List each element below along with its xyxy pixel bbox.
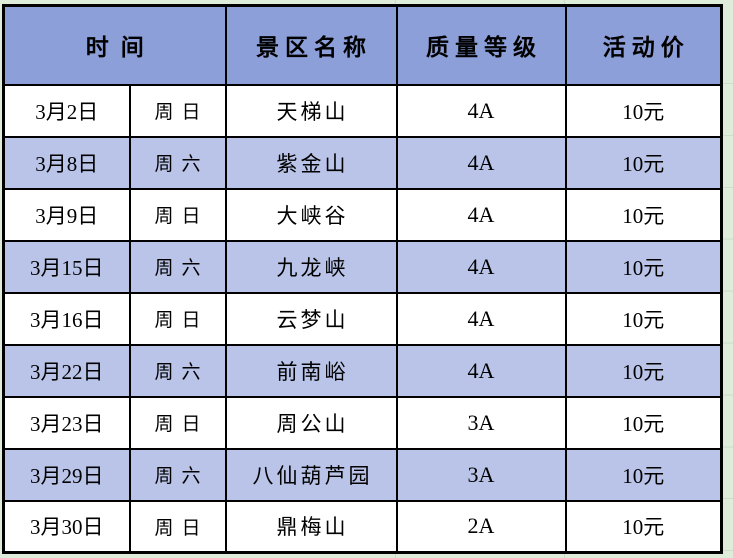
table-row: 3月16日 周日 云梦山 4A 10元 bbox=[2, 291, 723, 346]
grade-cell: 2A bbox=[395, 499, 567, 554]
header-time: 时间 bbox=[2, 4, 227, 86]
scenic-name-cell: 紫金山 bbox=[224, 135, 398, 190]
weekday-cell: 周六 bbox=[128, 343, 227, 398]
grade-cell: 3A bbox=[395, 395, 567, 450]
weekday-cell: 周日 bbox=[128, 395, 227, 450]
scenic-name-cell: 八仙葫芦园 bbox=[224, 447, 398, 502]
weekday-cell: 周六 bbox=[128, 239, 227, 294]
weekday-cell: 周日 bbox=[128, 291, 227, 346]
weekday-cell: 周日 bbox=[128, 187, 227, 242]
date-cell: 3月22日 bbox=[2, 343, 131, 398]
table-row: 3月8日 周六 紫金山 4A 10元 bbox=[2, 135, 723, 190]
price-cell: 10元 bbox=[564, 187, 723, 242]
weekday-cell: 周日 bbox=[128, 499, 227, 554]
grade-cell: 4A bbox=[395, 239, 567, 294]
date-cell: 3月29日 bbox=[2, 447, 131, 502]
grade-cell: 4A bbox=[395, 343, 567, 398]
table-body: 3月2日 周日 天梯山 4A 10元 3月8日 周六 紫金山 4A 10元 3月9日 周日 大峡谷 4A 1… bbox=[2, 83, 723, 554]
price-cell: 10元 bbox=[564, 239, 723, 294]
scenic-name-cell: 云梦山 bbox=[224, 291, 398, 346]
table-row: 3月29日 周六 八仙葫芦园 3A 10元 bbox=[2, 447, 723, 502]
header-scenic-name: 景区名称 bbox=[224, 4, 398, 86]
price-cell: 10元 bbox=[564, 135, 723, 190]
scenic-name-cell: 周公山 bbox=[224, 395, 398, 450]
price-cell: 10元 bbox=[564, 499, 723, 554]
price-cell: 10元 bbox=[564, 291, 723, 346]
grade-cell: 4A bbox=[395, 291, 567, 346]
grade-cell: 4A bbox=[395, 187, 567, 242]
table-row: 3月9日 周日 大峡谷 4A 10元 bbox=[2, 187, 723, 242]
table-row: 3月22日 周六 前南峪 4A 10元 bbox=[2, 343, 723, 398]
scenic-name-cell: 鼎梅山 bbox=[224, 499, 398, 554]
grade-cell: 4A bbox=[395, 83, 567, 138]
price-cell: 10元 bbox=[564, 395, 723, 450]
table-header-row: 时间 景区名称 质量等级 活动价 bbox=[2, 4, 723, 86]
sheet-gridline-right-margin bbox=[722, 83, 733, 558]
date-cell: 3月8日 bbox=[2, 135, 131, 190]
date-cell: 3月23日 bbox=[2, 395, 131, 450]
table-row: 3月15日 周六 九龙峡 4A 10元 bbox=[2, 239, 723, 294]
price-cell: 10元 bbox=[564, 447, 723, 502]
date-cell: 3月30日 bbox=[2, 499, 131, 554]
date-cell: 3月9日 bbox=[2, 187, 131, 242]
price-cell: 10元 bbox=[564, 343, 723, 398]
header-activity-price: 活动价 bbox=[564, 4, 723, 86]
price-cell: 10元 bbox=[564, 83, 723, 138]
scenic-name-cell: 九龙峡 bbox=[224, 239, 398, 294]
scenic-name-cell: 天梯山 bbox=[224, 83, 398, 138]
weekday-cell: 周日 bbox=[128, 83, 227, 138]
grade-cell: 4A bbox=[395, 135, 567, 190]
grade-cell: 3A bbox=[395, 447, 567, 502]
scenic-name-cell: 大峡谷 bbox=[224, 187, 398, 242]
header-quality-grade: 质量等级 bbox=[395, 4, 567, 86]
weekday-cell: 周六 bbox=[128, 135, 227, 190]
date-cell: 3月16日 bbox=[2, 291, 131, 346]
table-row: 3月30日 周日 鼎梅山 2A 10元 bbox=[2, 499, 723, 554]
table-row: 3月23日 周日 周公山 3A 10元 bbox=[2, 395, 723, 450]
scenic-name-cell: 前南峪 bbox=[224, 343, 398, 398]
schedule-table: 时间 景区名称 质量等级 活动价 3月2日 周日 天梯山 4A 10元 3月8日 周六 紫金山… bbox=[2, 4, 723, 554]
weekday-cell: 周六 bbox=[128, 447, 227, 502]
date-cell: 3月15日 bbox=[2, 239, 131, 294]
date-cell: 3月2日 bbox=[2, 83, 131, 138]
table-row: 3月2日 周日 天梯山 4A 10元 bbox=[2, 83, 723, 138]
